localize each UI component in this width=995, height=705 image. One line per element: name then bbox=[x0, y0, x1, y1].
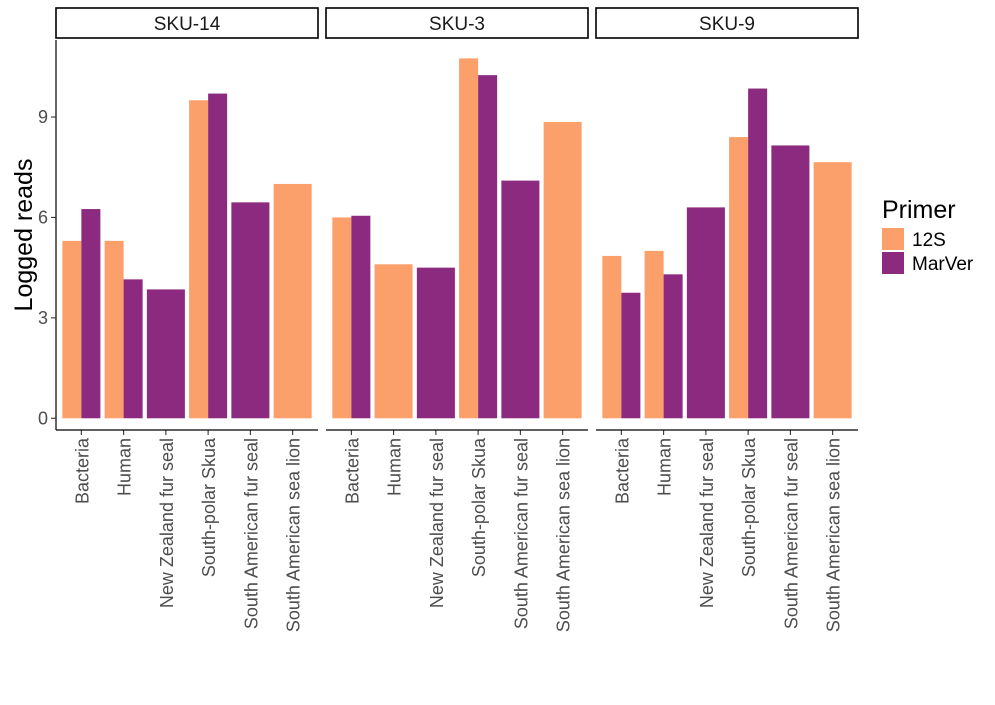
facet-strip bbox=[325, 7, 589, 39]
y-tick-label: 3 bbox=[38, 308, 48, 328]
y-tick-label: 9 bbox=[38, 107, 48, 127]
x-tick-label: New Zealand fur seal bbox=[427, 438, 447, 608]
x-tick-label: Bacteria bbox=[612, 437, 632, 504]
bar-marver bbox=[208, 93, 228, 419]
facet-strip-label: SKU-9 bbox=[699, 14, 755, 35]
bar-12s bbox=[644, 250, 664, 419]
x-tick-label: South American fur seal bbox=[241, 438, 261, 629]
facet-panel-sku-3: SKU-3 Bacteria Human New Zealand fur seal So… bbox=[325, 7, 589, 632]
x-tick-label: South American fur seal bbox=[781, 438, 801, 629]
x-tick-label: South American sea lion bbox=[284, 438, 304, 632]
bar-12s bbox=[602, 255, 622, 419]
bar-12s bbox=[729, 137, 749, 419]
bar-12s bbox=[62, 240, 82, 419]
bar-marver bbox=[231, 202, 270, 419]
x-tick-label: New Zealand fur seal bbox=[157, 438, 177, 608]
bar-marver bbox=[478, 75, 498, 419]
bar-12s bbox=[104, 240, 124, 419]
facet-panel-sku-9: SKU-9 Bacteria Human New Zealand fur seal So… bbox=[595, 7, 859, 632]
legend-label: MarVer bbox=[912, 254, 974, 275]
x-tick-label: New Zealand fur seal bbox=[697, 438, 717, 608]
bar-marver bbox=[686, 207, 725, 419]
bar-marver bbox=[663, 274, 683, 419]
bar-12s bbox=[332, 217, 352, 419]
bar-12s bbox=[543, 122, 582, 419]
bar-marver bbox=[501, 180, 540, 419]
x-tick-label: South-polar Skua bbox=[199, 437, 219, 577]
y-tick-label: 6 bbox=[38, 207, 48, 227]
legend-title: Primer bbox=[882, 196, 956, 224]
facet-strip bbox=[55, 7, 319, 39]
bar-marver bbox=[748, 88, 768, 419]
facet-panel-sku-14: SKU-14 Bacteria Human New Zealand fur seal S… bbox=[55, 7, 319, 632]
bar-marver bbox=[146, 289, 185, 419]
facet-strip-label: SKU-3 bbox=[429, 14, 485, 35]
x-tick-label: South-polar Skua bbox=[469, 437, 489, 577]
legend-label: 12S bbox=[912, 230, 946, 251]
bar-12s bbox=[813, 162, 852, 419]
y-tick-label: 0 bbox=[38, 408, 48, 428]
bar-marver bbox=[81, 209, 101, 419]
legend: Primer 12S MarVer bbox=[882, 196, 974, 275]
x-tick-label: South American sea lion bbox=[554, 438, 574, 632]
bar-marver bbox=[771, 145, 810, 419]
bar-12s bbox=[459, 58, 479, 419]
bar-12s bbox=[189, 100, 209, 419]
bar-marver bbox=[416, 267, 455, 419]
legend-key-12s bbox=[882, 228, 904, 250]
x-tick-label: South American fur seal bbox=[511, 438, 531, 629]
bar-12s bbox=[273, 183, 312, 419]
y-axis-title: Logged reads bbox=[10, 159, 38, 312]
bar-marver bbox=[123, 279, 143, 419]
bar-marver bbox=[621, 292, 641, 419]
facet-strip-label: SKU-14 bbox=[154, 14, 221, 35]
bar-12s bbox=[374, 264, 413, 419]
bar-marver bbox=[351, 215, 371, 419]
x-tick-label: Bacteria bbox=[342, 437, 362, 504]
facet-strip bbox=[595, 7, 859, 39]
x-tick-label: Human bbox=[385, 438, 405, 496]
legend-key-marver bbox=[882, 252, 904, 274]
x-tick-label: Human bbox=[655, 438, 675, 496]
x-tick-label: South American sea lion bbox=[824, 438, 844, 632]
x-tick-label: Human bbox=[115, 438, 135, 496]
x-tick-label: Bacteria bbox=[72, 437, 92, 504]
x-tick-label: South-polar Skua bbox=[739, 437, 759, 577]
